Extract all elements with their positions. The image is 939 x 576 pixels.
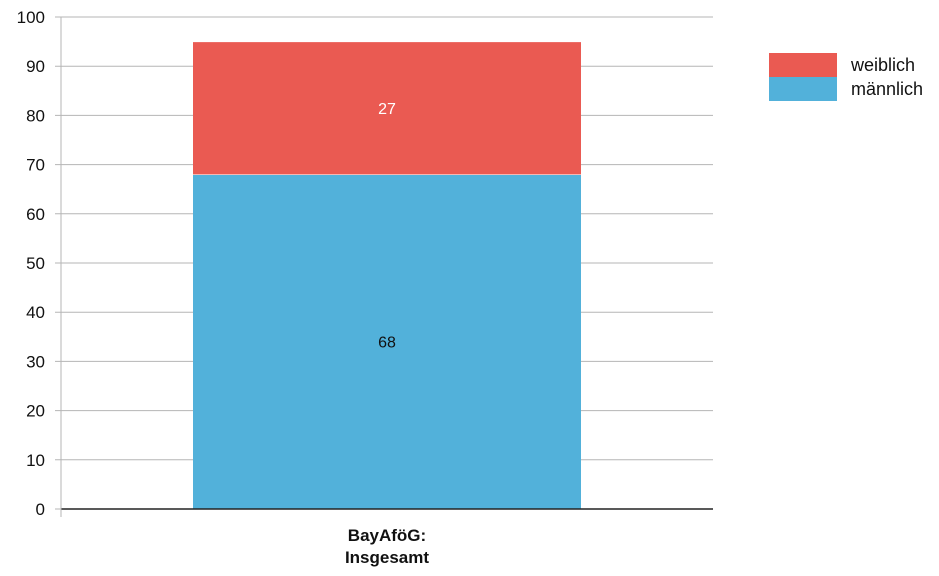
bars [193,41,581,509]
y-tick-label: 60 [26,205,45,224]
y-tick-label: 70 [26,156,45,175]
y-tick-label: 0 [36,500,45,519]
y-tick-label: 100 [17,8,45,27]
y-axis-tick-labels: 0 10 20 30 40 50 60 70 80 90 100 [17,8,45,519]
legend-label: weiblich [850,55,915,75]
bar-segment-weiblich [193,41,581,175]
legend-label: männlich [851,79,923,99]
y-tick-label: 50 [26,254,45,273]
y-tick-label: 90 [26,57,45,76]
y-tick-label: 80 [26,106,45,125]
data-labels: 68 27 [378,101,396,352]
x-category-label: BayAföG: Insgesamt [345,526,429,567]
legend-swatch-männlich [769,77,837,101]
bar-segment-männlich [193,174,581,509]
y-tick-label: 10 [26,451,45,470]
data-label: 27 [378,101,396,118]
data-label: 68 [378,335,396,352]
y-tick-label: 30 [26,352,45,371]
x-axis-category-labels: BayAföG: Insgesamt [345,526,429,567]
legend-swatch-weiblich [769,53,837,77]
legend: weiblich männlich [769,53,923,101]
y-tick-label: 20 [26,402,45,421]
y-tick-label: 40 [26,303,45,322]
